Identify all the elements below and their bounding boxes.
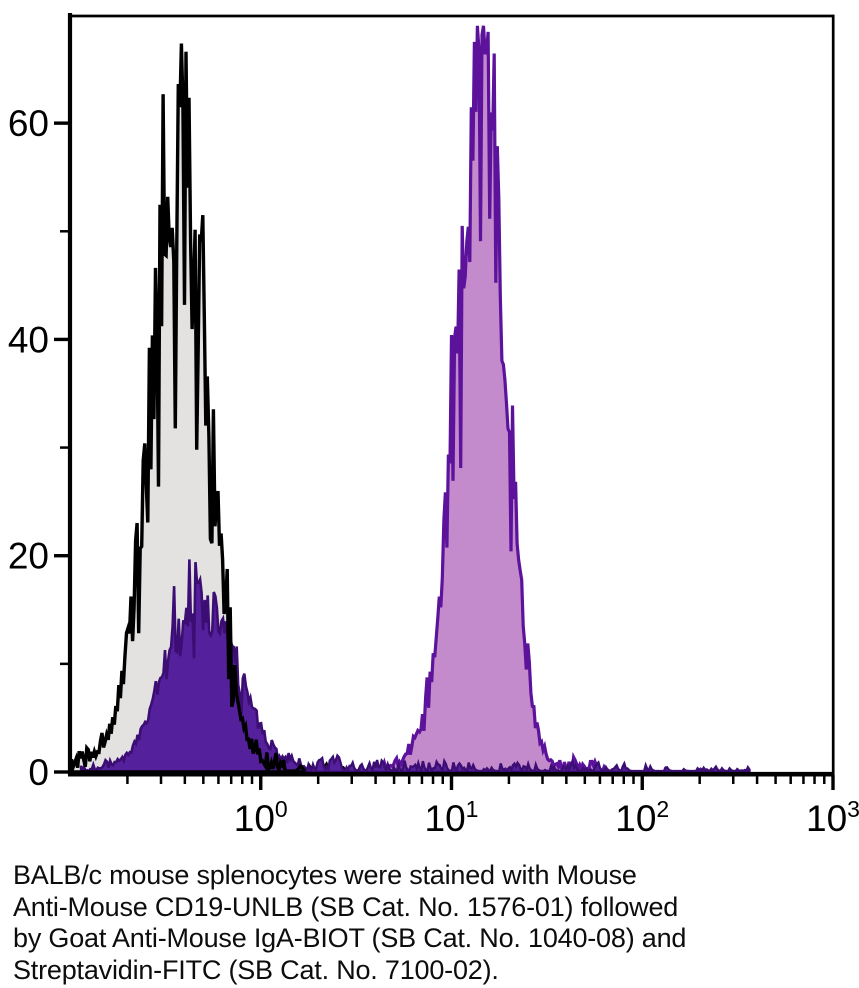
svg-text:102: 102 (615, 796, 669, 839)
svg-text:101: 101 (425, 796, 479, 839)
caption-line-3: by Goat Anti-Mouse IgA-BIOT (SB Cat. No.… (13, 923, 687, 953)
figure-caption: BALB/c mouse splenocytes were stained wi… (13, 860, 859, 986)
caption-line-1: BALB/c mouse splenocytes were stained wi… (13, 860, 637, 890)
histogram-series (68, 25, 751, 775)
y-axis-tick-labels: 0 20 40 60 (8, 103, 49, 793)
svg-text:40: 40 (8, 319, 49, 360)
y-axis-ticks (54, 121, 70, 774)
series-cd19-positive-area (381, 25, 609, 775)
series-negative-population-area (79, 559, 307, 775)
svg-text:60: 60 (8, 103, 49, 144)
svg-text:103: 103 (806, 796, 859, 839)
series-unstained-control-fill (70, 43, 389, 773)
caption-line-4: Streptavidin-FITC (SB Cat. No. 7100-02). (13, 954, 499, 985)
caption-line-2: Anti-Mouse CD19-UNLB (SB Cat. No. 1576-0… (13, 891, 679, 922)
svg-text:100: 100 (234, 796, 288, 839)
flow-histogram-chart: 100 101 102 103 0 20 40 60 (8, 13, 859, 839)
svg-text:0: 0 (28, 752, 49, 793)
svg-text:20: 20 (8, 536, 49, 577)
x-axis-tick-labels: 100 101 102 103 (234, 796, 859, 839)
plot-frame (67, 13, 835, 777)
series-unstained-control-outline (68, 43, 391, 774)
x-axis-ticks (126, 775, 835, 790)
series-negative-baseline-events (305, 753, 751, 774)
